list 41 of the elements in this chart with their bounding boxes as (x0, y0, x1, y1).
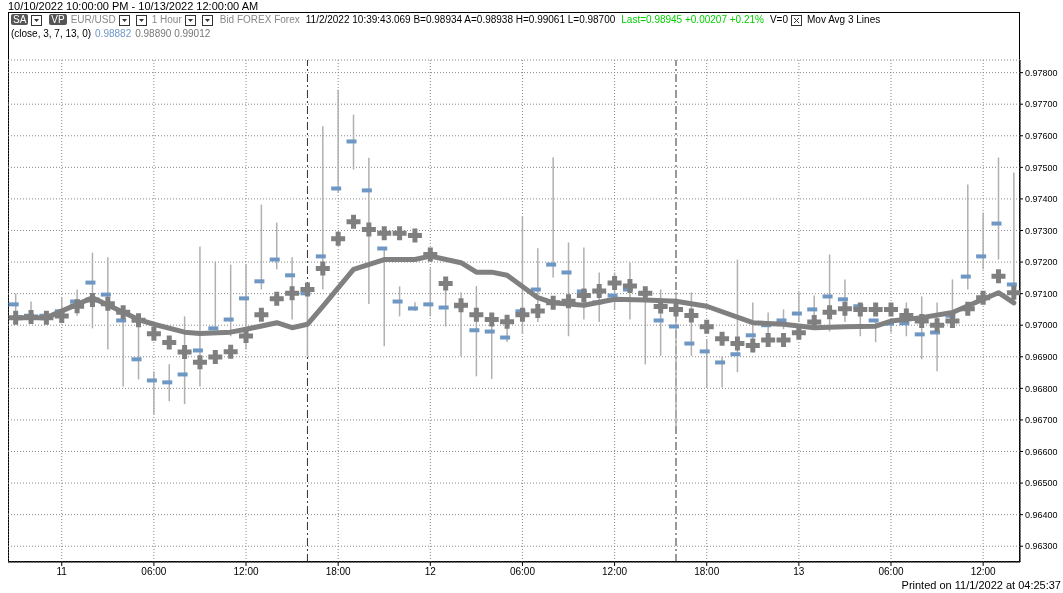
chart-title: 10/10/2022 10:00:00 PM - 10/13/2022 12:00:00 AM (8, 0, 259, 12)
text: 0.98882 (95, 28, 132, 39)
text: Mov Avg 3 Lines (807, 14, 881, 25)
y-tick-label: 0.96700 (1025, 415, 1058, 426)
x-tick-label: 12:00 (602, 566, 628, 578)
x-tick-label: 18:00 (325, 566, 352, 578)
y-tick-label: 0.97200 (1025, 257, 1058, 268)
x-tick-label: 06:00 (509, 566, 536, 578)
y-tick-label: 0.96900 (1025, 351, 1058, 362)
y-tick-label: 0.97000 (1025, 320, 1058, 331)
x-tick-label: 12:00 (970, 566, 997, 578)
text: 11/2/2022 10:39:43.069 B=0.98934 A=0.98938 H=0.99061 L=0.98700 (305, 14, 616, 25)
x-tick-label: 06:00 (141, 566, 167, 578)
text: V=0 (769, 14, 789, 25)
y-tick-label: 0.97500 (1025, 162, 1058, 173)
y-tick-label: 0.96500 (1025, 478, 1058, 489)
x-tick-label: 06:00 (878, 566, 904, 578)
text: (close, 3, 7, 13, 0) (11, 28, 92, 39)
x-tick-label: 11 (56, 566, 68, 578)
text: Bid FOREX Forex (219, 14, 300, 25)
y-tick-label: 0.97100 (1025, 288, 1058, 299)
y-tick-label: 0.97300 (1025, 225, 1058, 236)
text: 0.98890 0.99012 (135, 28, 211, 39)
y-tick-label: 0.97800 (1025, 67, 1058, 78)
x-tick-label: 18:00 (694, 566, 720, 578)
y-tick-label: 0.96600 (1025, 446, 1058, 457)
y-tick-label: 0.97600 (1025, 130, 1058, 141)
x-tick-label: 12:00 (233, 566, 259, 578)
y-tick-label: 0.96800 (1025, 383, 1058, 394)
y-tick-label: 0.96300 (1025, 541, 1058, 552)
y-tick-label: 0.97400 (1025, 194, 1058, 205)
text: Printed on 11/1/2022 at 04:25:37 (901, 579, 1061, 591)
x-tick-label: 12 (424, 566, 437, 578)
y-tick-label: 0.96400 (1025, 509, 1058, 520)
text: Last=0.98945 +0.00207 +0.21% (621, 14, 764, 25)
text: SA (11, 14, 29, 25)
y-tick-label: 0.97700 (1025, 99, 1058, 110)
text: 1 Hour (151, 14, 182, 25)
text: EUR/USD (70, 14, 116, 25)
x-tick-label: 13 (793, 566, 805, 578)
text: VP (49, 14, 67, 25)
